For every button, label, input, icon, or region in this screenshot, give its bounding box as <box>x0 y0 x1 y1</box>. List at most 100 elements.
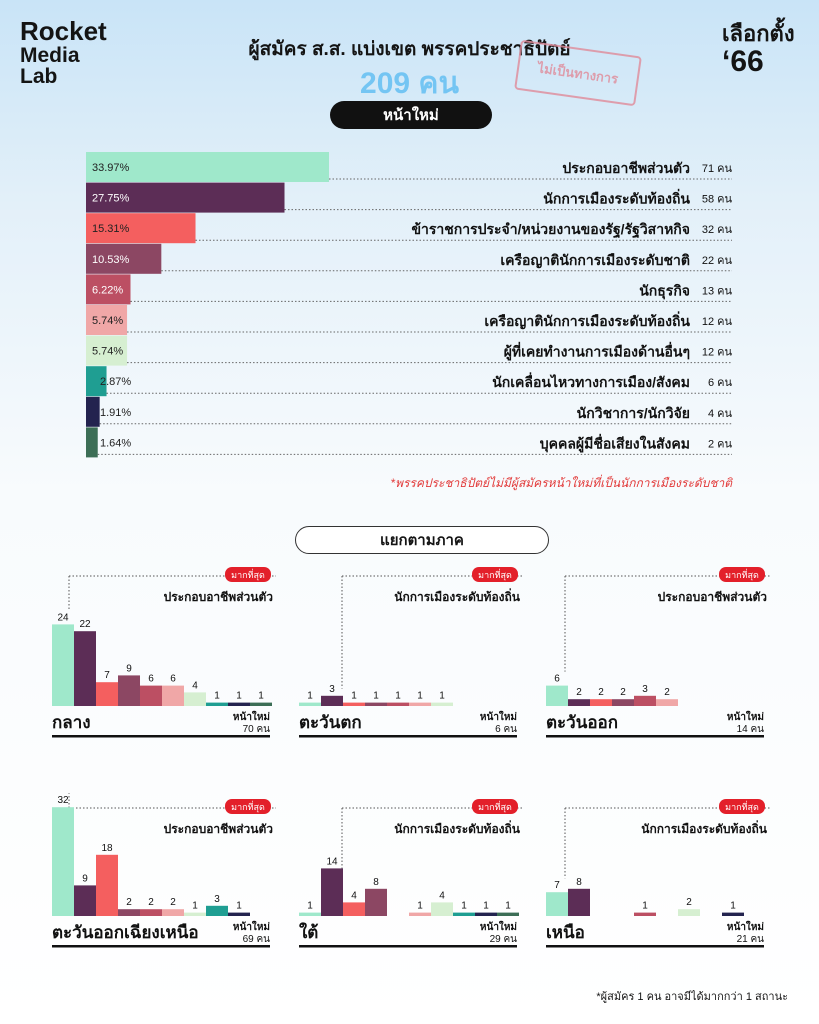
region-bar-value: 6 <box>554 674 560 685</box>
region-bar-value: 1 <box>236 901 242 912</box>
main-bar-category: นักเคลื่อนไหวทางการเมือง/สังคม <box>492 372 690 390</box>
main-bar-count: 71 คน <box>702 163 733 175</box>
region-bar <box>96 854 118 916</box>
region-bar-value: 1 <box>730 901 736 912</box>
total-candidates: 209 คน <box>360 67 459 100</box>
region-bar <box>590 699 612 706</box>
region-bar-value: 1 <box>461 901 467 912</box>
main-bar-category: ประกอบอาชีพส่วนตัว <box>562 160 690 176</box>
most-badge-label: มากที่สุด <box>478 800 512 813</box>
logo-line-2: Media <box>20 44 80 67</box>
main-bar-count: 13 คน <box>702 285 733 297</box>
main-bar-count: 58 คน <box>702 194 733 206</box>
region-bar-value: 2 <box>664 687 670 698</box>
region-total: 6 คน <box>495 724 517 735</box>
region-bar-value: 2 <box>686 897 692 908</box>
region-bar <box>546 892 568 916</box>
region-bar-value: 9 <box>82 873 88 884</box>
main-bar-category: นักวิชาการ/นักวิจัย <box>577 405 690 421</box>
region-bar-value: 4 <box>351 890 357 901</box>
region-bar <box>184 912 206 916</box>
main-bar-count: 4 คน <box>708 408 733 420</box>
region-underline <box>52 735 270 738</box>
region-bar-value: 3 <box>214 894 220 905</box>
region-bar-value: 1 <box>505 901 511 912</box>
most-badge <box>225 567 271 582</box>
top-category-label: ประกอบอาชีพส่วนตัว <box>164 822 274 836</box>
region-bar <box>568 699 590 706</box>
most-badge <box>719 799 765 814</box>
region-total-label: หน้าใหม่ <box>727 920 764 933</box>
region-total-label: หน้าใหม่ <box>233 920 270 933</box>
main-bar-percent: 5.74% <box>92 346 123 358</box>
region-name: กลาง <box>52 713 91 732</box>
footnote-multiple-status: *ผู้สมัคร 1 คน อาจมีได้มากกว่า 1 สถานะ <box>596 991 788 1003</box>
region-bar <box>431 702 453 706</box>
region-bar <box>453 912 475 916</box>
region-name: ตะวันออกเฉียงเหนือ <box>52 922 199 942</box>
region-bar-value: 7 <box>554 880 560 891</box>
region-bar-value: 2 <box>148 897 154 908</box>
most-badge-label: มากที่สุด <box>231 800 265 813</box>
region-bar-value: 6 <box>170 674 176 685</box>
region-bar <box>634 912 656 916</box>
region-bar <box>74 631 96 706</box>
main-bar-count: 22 คน <box>702 255 733 267</box>
region-bar <box>299 702 321 706</box>
main-bar <box>86 152 329 182</box>
main-bar-percent: 6.22% <box>92 284 123 296</box>
main-bar-category: ผู้ที่เคยทำงานการเมืองด้านอื่นๆ <box>504 342 690 361</box>
top-category-label: นักการเมืองระดับท้องถิ่น <box>394 588 521 604</box>
most-badge-label: มากที่สุด <box>231 568 265 581</box>
region-bar-value: 3 <box>329 684 335 695</box>
most-badge <box>719 567 765 582</box>
region-underline <box>546 735 764 738</box>
region-bar-value: 3 <box>642 684 648 695</box>
main-bar <box>86 182 285 213</box>
region-total-label: หน้าใหม่ <box>480 920 517 933</box>
top-category-label: นักการเมืองระดับท้องถิ่น <box>641 820 768 836</box>
main-bar <box>86 305 128 335</box>
main-bar-category: บุคคลผู้มีชื่อเสียงในสังคม <box>540 433 690 452</box>
main-bar <box>86 274 131 305</box>
main-bar-percent: 2.87% <box>100 376 131 388</box>
region-bar <box>118 675 140 706</box>
region-bar-value: 24 <box>57 612 69 623</box>
region-bar <box>475 912 497 916</box>
main-bar-percent: 15.31% <box>92 223 130 235</box>
region-bar <box>387 702 409 706</box>
region-bar <box>206 702 228 706</box>
region-bar-value: 18 <box>101 843 113 854</box>
region-bar-value: 8 <box>576 877 582 888</box>
main-bar-category: เครือญาตินักการเมืองระดับท้องถิ่น <box>484 311 690 330</box>
main-bar <box>86 335 128 366</box>
region-bar <box>365 888 387 916</box>
region-name: เหนือ <box>546 922 585 942</box>
region-bar <box>250 702 272 706</box>
region-bar-value: 1 <box>642 901 648 912</box>
region-bar <box>409 702 431 706</box>
region-name: ใต้ <box>299 922 318 942</box>
most-badge <box>472 567 518 582</box>
main-bar <box>86 396 100 427</box>
main-bar-count: 2 คน <box>708 438 733 450</box>
region-total: 70 คน <box>243 724 271 735</box>
region-bar <box>228 702 250 706</box>
region-name: ตะวันตก <box>299 713 362 732</box>
region-underline <box>299 735 517 738</box>
logo-line-1: Rocket <box>20 16 107 46</box>
most-badge-label: มากที่สุด <box>478 568 512 581</box>
most-badge <box>225 799 271 814</box>
region-bar <box>140 909 162 916</box>
main-bar <box>86 243 162 274</box>
main-bar-percent: 10.53% <box>92 254 130 266</box>
region-bar-value: 1 <box>258 691 264 702</box>
main-bar-category: ข้าราชการประจำ/หน่วยงานของรัฐ/รัฐวิสาหกิ… <box>411 221 690 239</box>
region-bar-value: 1 <box>417 691 423 702</box>
region-underline <box>546 945 764 948</box>
main-bar-percent: 1.64% <box>100 437 131 449</box>
region-bar <box>96 682 118 706</box>
region-bar <box>568 888 590 916</box>
region-total: 29 คน <box>490 934 518 945</box>
region-bar <box>634 695 656 706</box>
